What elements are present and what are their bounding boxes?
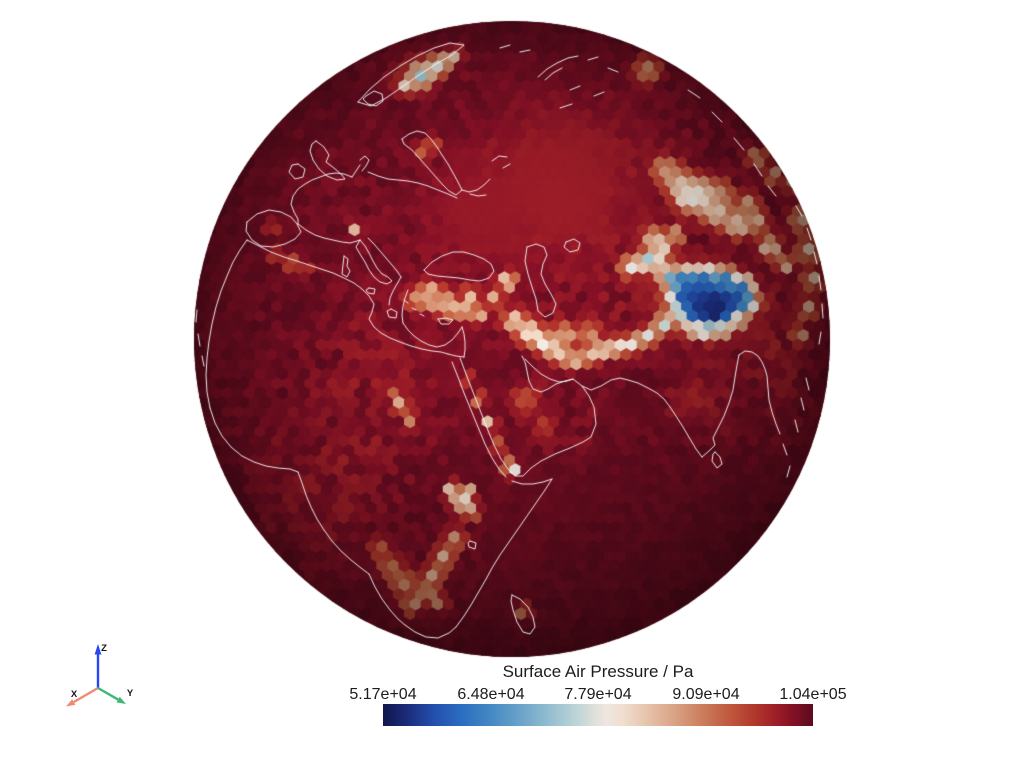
y-axis-arrowhead-icon [116,696,126,704]
y-axis-label: Y [127,688,134,699]
orientation-axes-widget: X Y Z [66,642,135,707]
x-axis-label: X [71,689,78,700]
z-axis-label: Z [101,643,107,654]
y-axis-arrow [97,686,119,701]
x-axis-arrowhead-icon [66,699,76,707]
z-axis-arrowhead-icon [94,644,102,655]
x-axis-arrow [73,686,99,704]
